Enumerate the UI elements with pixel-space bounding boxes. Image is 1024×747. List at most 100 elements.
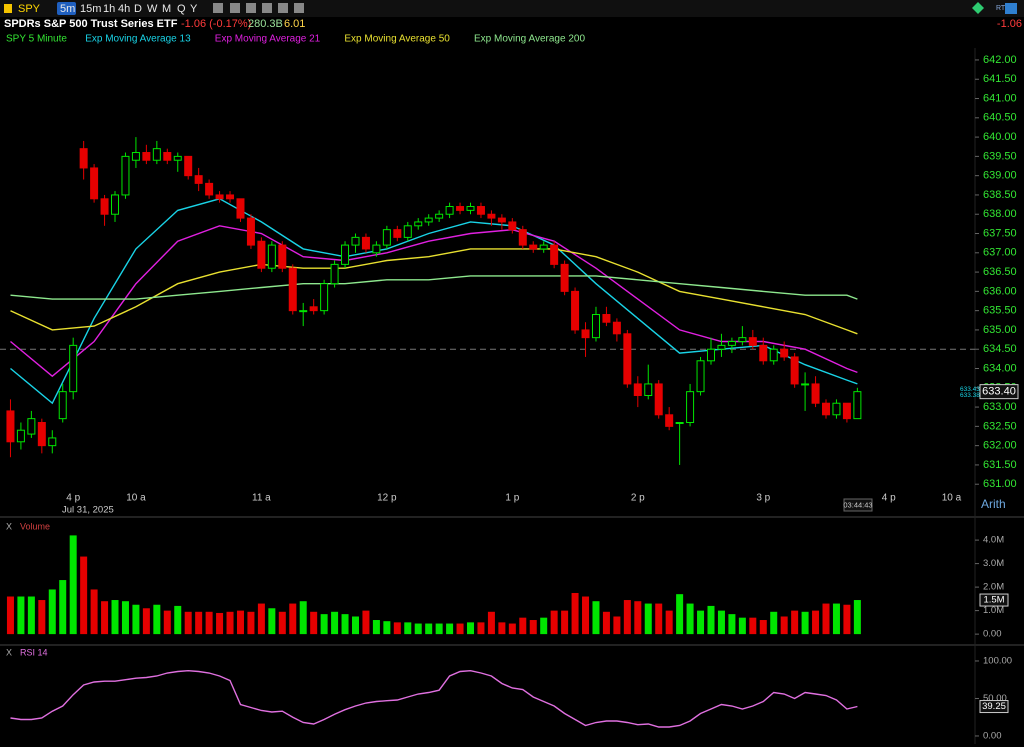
candle-body	[550, 244, 559, 265]
candle-body	[163, 152, 172, 161]
candle-body	[769, 348, 778, 362]
interval-button[interactable]: 1h	[103, 3, 115, 15]
y-tick-label: 631.00	[983, 478, 1017, 490]
volume-bar	[226, 611, 234, 635]
candle-body	[341, 244, 350, 265]
y-tick-label: 2.0M	[983, 582, 1004, 593]
candle-body	[194, 175, 203, 184]
candle-body	[246, 217, 255, 246]
candle-body	[79, 148, 88, 169]
tool-icon[interactable]	[213, 3, 223, 13]
interval-button[interactable]: Y	[190, 3, 198, 15]
volume-bar	[132, 604, 140, 635]
volume-bar	[812, 610, 820, 635]
candle-body	[696, 360, 705, 393]
x-tick-label: 3 p	[756, 493, 770, 504]
candle-body	[226, 194, 235, 200]
volume-bar	[351, 616, 359, 635]
tool-icon[interactable]	[278, 3, 288, 13]
volume-bar	[655, 603, 663, 635]
volume-bar	[529, 620, 537, 635]
last-volume-box	[979, 593, 1009, 607]
security-name: SPDRs S&P 500 Trust Series ETF	[4, 18, 178, 30]
symbol-icon[interactable]	[4, 4, 12, 13]
candle-body	[131, 152, 140, 161]
volume-bar	[561, 610, 569, 635]
volume-bar	[38, 600, 46, 635]
share-icon[interactable]	[1005, 3, 1017, 14]
candle-body	[309, 306, 318, 312]
interval-button[interactable]: M	[162, 3, 171, 15]
volume-bar	[822, 603, 830, 635]
volume-bar	[843, 604, 851, 635]
last-rsi-box	[979, 700, 1009, 714]
x-tick-label: 10 a	[126, 493, 146, 504]
volume-bar	[613, 616, 621, 635]
volume-bar	[320, 614, 328, 635]
y-tick-label: 0.00	[983, 730, 1002, 741]
candle-body	[257, 240, 266, 269]
tool-icon[interactable]	[262, 3, 272, 13]
panel-close[interactable]: X	[6, 647, 12, 657]
tool-icon[interactable]	[230, 3, 240, 13]
candle-body	[476, 206, 485, 215]
panel-close[interactable]: X	[6, 521, 12, 531]
tool-icon[interactable]	[246, 3, 256, 13]
volume-bar	[278, 611, 286, 635]
interval-button[interactable]: 4h	[118, 3, 130, 15]
ema-tag: 633.38	[960, 392, 980, 399]
countdown-box	[843, 498, 873, 512]
y-tick-label: 1.0M	[983, 605, 1004, 616]
x-tick-label: 4 p	[882, 493, 896, 504]
legend-entry: Exp Moving Average 13	[85, 34, 191, 45]
last-price-box	[979, 384, 1019, 400]
y-tick-label: 640.50	[983, 112, 1017, 124]
volume-bar	[801, 611, 809, 635]
candle-body	[48, 437, 57, 447]
y-tick-label: 637.00	[983, 247, 1017, 259]
price-change: -1.06 (-0.17%)	[181, 18, 251, 30]
candle-body	[644, 383, 653, 397]
y-tick-label: 631.50	[983, 459, 1017, 471]
volume-bar	[728, 614, 736, 635]
y-tick-label: 639.50	[983, 150, 1017, 162]
volume-bar	[571, 592, 579, 635]
interval-button[interactable]: 5m	[60, 3, 75, 15]
volume-bar	[592, 601, 600, 635]
candle-body	[623, 333, 632, 385]
volume-bar	[236, 610, 244, 635]
candle-body	[142, 152, 151, 161]
symbol[interactable]: SPY	[18, 3, 41, 15]
y-tick-label: 641.00	[983, 92, 1017, 104]
candle-body	[738, 337, 747, 343]
volume-bar	[477, 622, 485, 635]
candle-body	[853, 391, 862, 420]
interval-button[interactable]: Q	[177, 3, 186, 15]
ema-tag: 633.43	[960, 386, 980, 393]
candle-body	[665, 414, 674, 427]
candle-body	[58, 391, 67, 420]
candle-body	[100, 198, 109, 215]
y-tick-label: 4.0M	[983, 535, 1004, 546]
volume-bar	[508, 623, 516, 635]
y-tick-label: 3.0M	[983, 558, 1004, 569]
tool-icon[interactable]	[294, 3, 304, 13]
volume-bar	[717, 610, 725, 635]
rt-flag: RT	[996, 5, 1006, 12]
candle-body	[497, 217, 506, 223]
interval-button[interactable]: 15m	[80, 3, 101, 15]
scale-mode[interactable]: Arith	[981, 497, 1006, 511]
status-icon[interactable]	[972, 2, 984, 14]
legend-entry: Exp Moving Average 50	[344, 34, 450, 45]
interval-button[interactable]: W	[147, 3, 158, 15]
interval-button[interactable]: D	[134, 3, 142, 15]
candle-body	[205, 182, 214, 196]
panel-title: RSI 14	[20, 647, 48, 657]
candle-body	[435, 213, 444, 219]
volume-bar	[163, 610, 171, 635]
ema-line	[10, 198, 858, 405]
volume-bar	[174, 605, 182, 635]
y-tick-label: 632.00	[983, 440, 1017, 452]
candle-body	[801, 383, 810, 386]
